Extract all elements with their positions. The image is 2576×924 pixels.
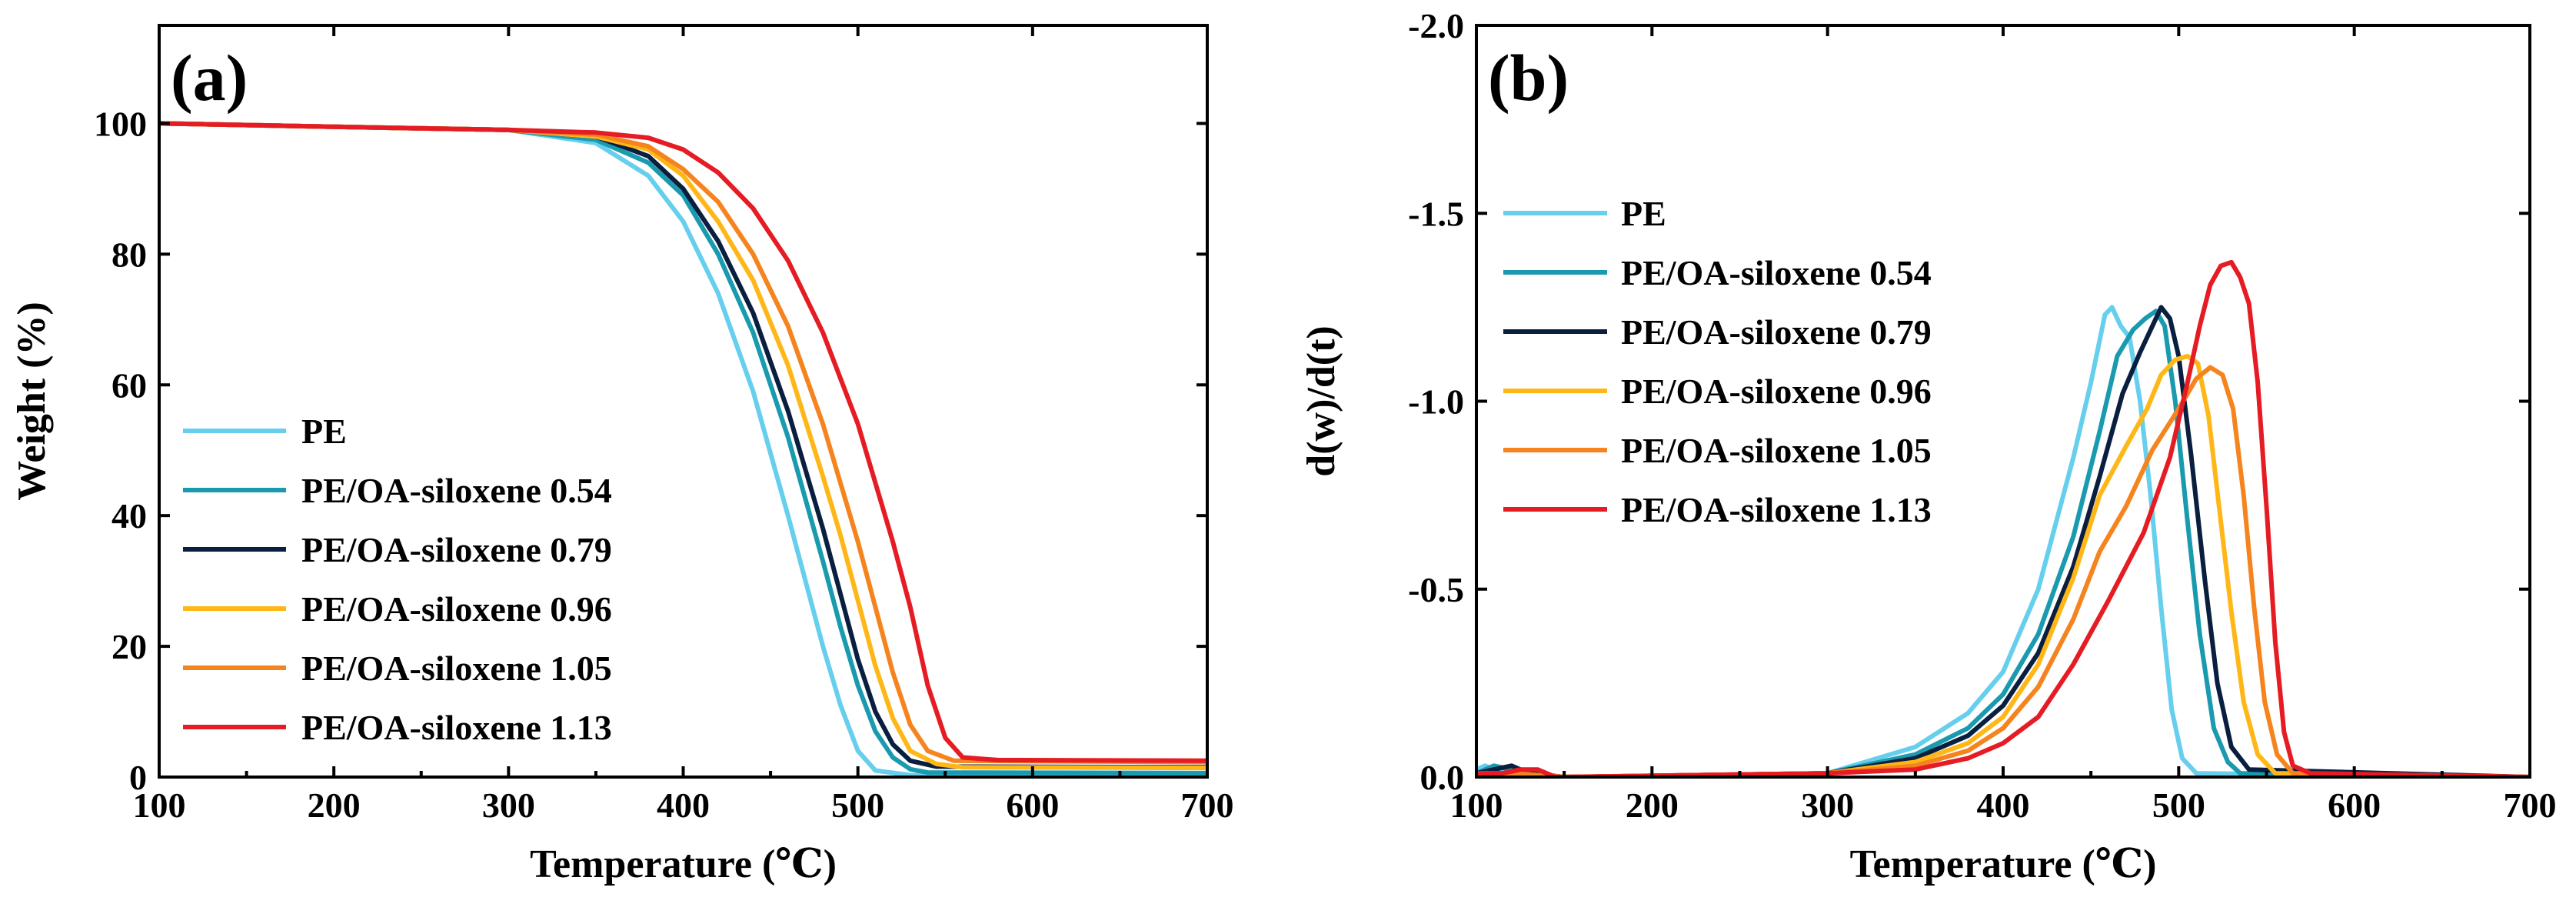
series-line-4 (1476, 353, 2530, 777)
x-tick-label: 700 (2504, 786, 2557, 825)
legend-label: PE/OA-siloxene 1.05 (301, 649, 612, 688)
x-tick-label: 400 (657, 786, 710, 825)
x-tick-label: 300 (1801, 786, 1854, 825)
x-tick-label: 600 (1006, 786, 1059, 825)
y-tick-label: -0.5 (1408, 570, 1464, 609)
y-tick-label: 40 (111, 496, 147, 535)
y-tick-label: 0.0 (1420, 758, 1465, 797)
legend-label: PE/OA-siloxene 1.13 (301, 708, 612, 747)
legend-label: PE (301, 412, 347, 451)
series-line-5 (1476, 365, 2530, 777)
y-tick-label: -1.0 (1408, 382, 1464, 422)
chart-panel-a: 100 200 300 400 500 600 700 0 20 40 60 80 100 Tempera… (10, 24, 1234, 886)
x-tick-label: 500 (2152, 786, 2205, 825)
x-tick-label: 100 (1450, 786, 1503, 825)
y-axis-title: d(w)/d(t) (1300, 325, 1343, 476)
chart-panel-b: 100 200 300 400 500 600 700 0.0 -0.5 -1.0 -1.5 -2.0… (1300, 6, 2557, 886)
x-axis-title: Temperature (℃) (530, 842, 837, 886)
legend-label: PE/OA-siloxene 1.13 (1621, 490, 1932, 529)
x-tick-label: 600 (2328, 786, 2381, 825)
x-tick-label: 100 (133, 786, 186, 825)
panel-label: (a) (171, 41, 248, 115)
y-tick-label: 60 (111, 365, 147, 405)
x-tick-label: 400 (1977, 786, 2030, 825)
y-tick-label: -1.5 (1408, 194, 1464, 233)
y-tick-label: -2.0 (1408, 6, 1464, 45)
legend-label: PE/OA-siloxene 1.05 (1621, 431, 1932, 470)
series-line-6 (1476, 259, 2530, 777)
series-line-6 (159, 121, 1207, 763)
y-tick-label: 100 (94, 104, 147, 143)
x-axis-title: Temperature (℃) (1850, 842, 2157, 886)
legend-label: PE/OA-siloxene 0.96 (1621, 372, 1932, 411)
x-tick-label: 500 (831, 786, 884, 825)
y-tick-label: 80 (111, 235, 147, 274)
legend-label: PE/OA-siloxene 0.54 (301, 471, 612, 510)
legend: PE PE/OA-siloxene 0.54 PE/OA-siloxene 0.79… (183, 412, 612, 747)
x-tick-label: 700 (1181, 786, 1234, 825)
panel-label: (b) (1488, 41, 1569, 115)
y-tick-label: 20 (111, 627, 147, 666)
y-tick-label: 0 (129, 758, 147, 797)
legend-label: PE (1621, 194, 1666, 233)
legend-label: PE/OA-siloxene 0.79 (1621, 312, 1932, 352)
legend-label: PE/OA-siloxene 0.54 (1621, 253, 1932, 292)
legend-label: PE/OA-siloxene 0.79 (301, 530, 612, 569)
x-tick-label: 300 (482, 786, 535, 825)
series-group (159, 121, 1207, 777)
y-axis-title: Weight (%) (10, 302, 54, 501)
legend-label: PE/OA-siloxene 0.96 (301, 589, 612, 629)
legend: PE PE/OA-siloxene 0.54 PE/OA-siloxene 0.79… (1503, 194, 1932, 529)
x-tick-label: 200 (1626, 786, 1679, 825)
x-tick-label: 200 (308, 786, 361, 825)
